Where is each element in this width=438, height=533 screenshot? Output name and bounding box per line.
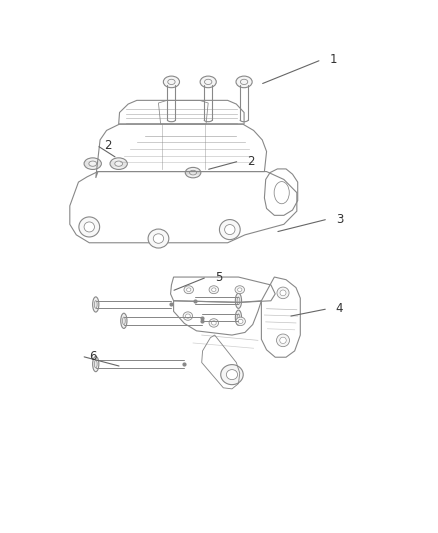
Ellipse shape [237,288,242,292]
Ellipse shape [123,317,125,325]
Ellipse shape [94,301,97,308]
Ellipse shape [276,334,290,346]
Ellipse shape [219,220,240,240]
Ellipse shape [235,286,244,294]
Ellipse shape [235,310,242,325]
Ellipse shape [277,287,289,298]
Ellipse shape [209,286,219,294]
Ellipse shape [183,312,193,320]
Ellipse shape [225,224,235,235]
Ellipse shape [153,234,164,243]
Ellipse shape [185,167,201,178]
Text: 6: 6 [89,350,97,362]
Ellipse shape [163,76,180,88]
Text: 2: 2 [247,155,254,167]
Ellipse shape [84,222,95,232]
Ellipse shape [110,158,127,169]
Ellipse shape [93,357,99,372]
Ellipse shape [238,319,243,324]
Ellipse shape [212,321,216,325]
Ellipse shape [280,337,286,343]
Ellipse shape [115,161,123,166]
Ellipse shape [235,293,242,309]
Ellipse shape [187,288,191,292]
Ellipse shape [148,229,169,248]
Ellipse shape [185,314,190,318]
Ellipse shape [221,365,243,385]
Ellipse shape [209,319,219,327]
Text: 2: 2 [104,139,112,152]
Ellipse shape [94,360,97,368]
Ellipse shape [280,290,286,296]
Ellipse shape [212,288,216,292]
Ellipse shape [79,217,100,237]
Text: 1: 1 [329,53,337,66]
Ellipse shape [200,76,216,88]
Text: 4: 4 [336,302,343,315]
Ellipse shape [237,297,240,304]
Ellipse shape [184,286,194,294]
Ellipse shape [226,369,237,379]
Ellipse shape [236,317,245,326]
Ellipse shape [236,76,252,88]
Ellipse shape [89,161,97,166]
Text: 3: 3 [336,213,343,225]
Ellipse shape [190,171,197,175]
Ellipse shape [93,297,99,312]
Ellipse shape [237,314,240,321]
Text: 5: 5 [215,271,222,284]
Ellipse shape [84,158,101,169]
Ellipse shape [121,313,127,328]
